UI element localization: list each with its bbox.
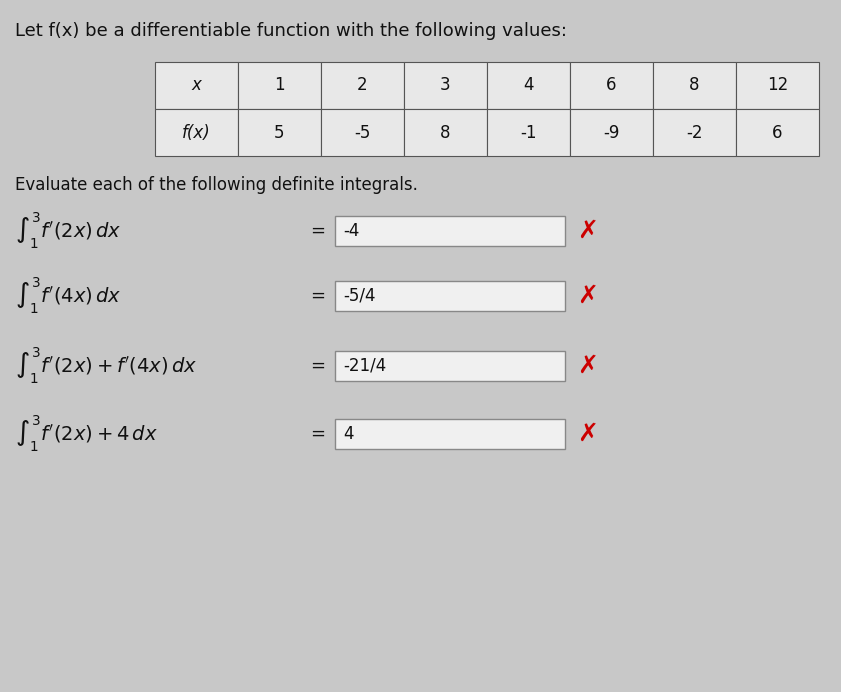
- Text: -4: -4: [343, 222, 359, 240]
- Text: ✗: ✗: [577, 354, 598, 378]
- Text: =: =: [310, 357, 325, 375]
- Bar: [335, 281, 565, 311]
- Bar: [238, 62, 321, 109]
- Text: 8: 8: [440, 123, 451, 141]
- Text: 6: 6: [606, 77, 616, 95]
- Text: =: =: [310, 222, 325, 240]
- Text: ✗: ✗: [577, 422, 598, 446]
- Bar: [653, 62, 736, 109]
- Bar: [487, 62, 570, 109]
- Text: 3: 3: [440, 77, 451, 95]
- Text: ✗: ✗: [577, 284, 598, 308]
- Bar: [321, 62, 404, 109]
- Text: =: =: [310, 287, 325, 305]
- Bar: [155, 62, 238, 109]
- Text: 4: 4: [523, 77, 534, 95]
- Text: $\int_1^3$$f'(4x)\,dx$: $\int_1^3$$f'(4x)\,dx$: [15, 276, 121, 316]
- Bar: [335, 351, 565, 381]
- Bar: [335, 216, 565, 246]
- Text: $\int_1^3$$f'(2x)\,dx$: $\int_1^3$$f'(2x)\,dx$: [15, 211, 121, 251]
- Text: $\int_1^3$$f'(2x) + 4\,dx$: $\int_1^3$$f'(2x) + 4\,dx$: [15, 414, 158, 454]
- Text: 1: 1: [274, 77, 285, 95]
- Text: ✗: ✗: [577, 219, 598, 243]
- Text: -5/4: -5/4: [343, 287, 375, 305]
- Text: 6: 6: [772, 123, 783, 141]
- Text: Let f(x) be a differentiable function with the following values:: Let f(x) be a differentiable function wi…: [15, 22, 567, 40]
- Text: 2: 2: [357, 77, 368, 95]
- Bar: [653, 109, 736, 156]
- Bar: [570, 62, 653, 109]
- Bar: [321, 109, 404, 156]
- Bar: [487, 109, 570, 156]
- Bar: [736, 62, 819, 109]
- Text: -1: -1: [521, 123, 537, 141]
- Text: -5: -5: [354, 123, 371, 141]
- Bar: [335, 419, 565, 449]
- Text: -9: -9: [603, 123, 620, 141]
- Bar: [736, 109, 819, 156]
- Text: -2: -2: [686, 123, 703, 141]
- Text: -21/4: -21/4: [343, 357, 386, 375]
- Text: =: =: [310, 425, 325, 443]
- Bar: [404, 109, 487, 156]
- Text: $\int_1^3$$f'(2x) + f'(4x)\,dx$: $\int_1^3$$f'(2x) + f'(4x)\,dx$: [15, 346, 198, 386]
- Bar: [238, 109, 321, 156]
- Bar: [404, 62, 487, 109]
- Text: 12: 12: [767, 77, 788, 95]
- Text: f(x): f(x): [182, 123, 211, 141]
- Bar: [155, 109, 238, 156]
- Text: 4: 4: [343, 425, 353, 443]
- Text: Evaluate each of the following definite integrals.: Evaluate each of the following definite …: [15, 176, 418, 194]
- Text: 8: 8: [690, 77, 700, 95]
- Text: x: x: [192, 77, 202, 95]
- Text: 5: 5: [274, 123, 285, 141]
- Bar: [570, 109, 653, 156]
